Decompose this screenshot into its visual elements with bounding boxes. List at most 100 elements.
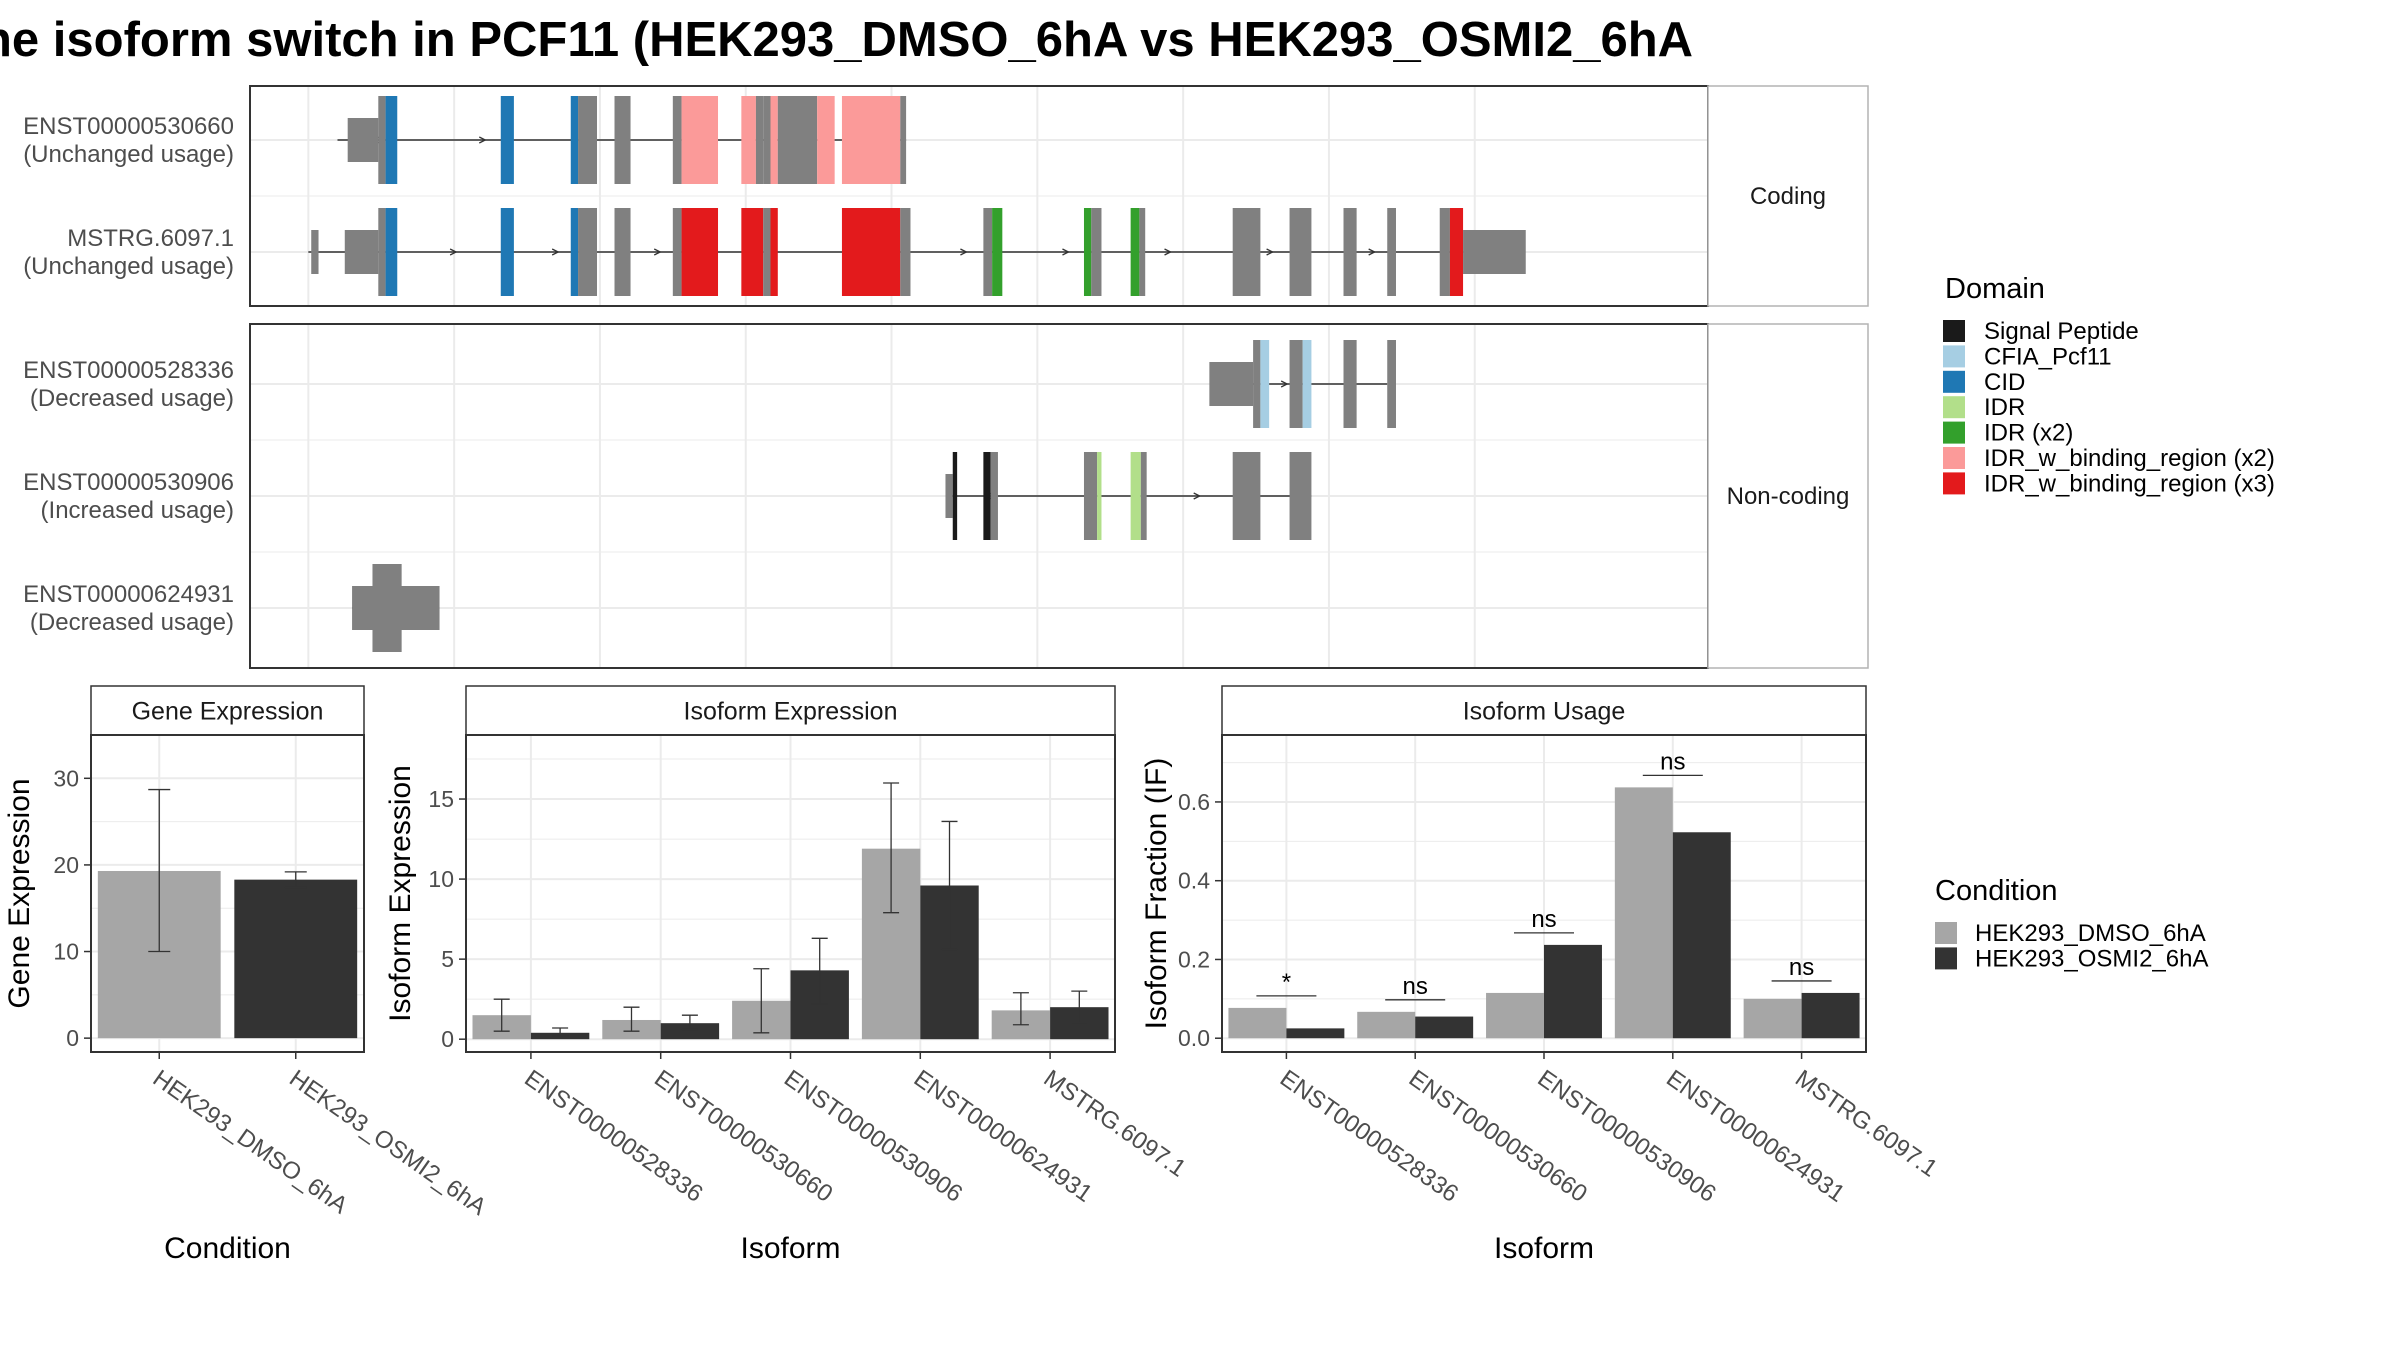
legend-label: IDR_w_binding_region (x3) — [1984, 470, 2275, 497]
strand-arrow — [960, 248, 968, 256]
transcript-status: (Decreased usage) — [30, 385, 234, 412]
legend-label: Signal Peptide — [1984, 318, 2139, 345]
bar — [1672, 832, 1731, 1039]
legends: Domain Signal PeptideCFIA_Pcf11CIDIDRIDR … — [1935, 273, 2275, 972]
domain-exon — [817, 96, 835, 184]
domain-exon — [770, 208, 778, 296]
domain-exon — [1449, 208, 1464, 296]
isoform-structure-plot: ENST00000530660(Unchanged usage)MSTRG.60… — [23, 85, 1869, 669]
coding-exon — [614, 96, 631, 184]
bar — [1415, 1016, 1474, 1039]
transcript-name: ENST00000624931 — [23, 581, 234, 608]
domain-exon — [983, 452, 991, 540]
coding-exon — [1439, 208, 1450, 296]
legend-swatch — [1943, 396, 1965, 419]
coding-exon — [1253, 340, 1261, 428]
domain-exon — [1097, 452, 1102, 540]
significance-label: ns — [1789, 954, 1814, 981]
coding-exon — [1387, 340, 1396, 428]
domain-exon — [1083, 208, 1092, 296]
domain-exon — [741, 208, 764, 296]
y-tick-label: 0.0 — [1178, 1025, 1210, 1051]
y-tick-label: 0 — [66, 1025, 79, 1051]
coding-exon — [900, 96, 907, 184]
utr-exon — [1209, 362, 1254, 406]
coding-exon — [1232, 452, 1261, 540]
domain-exon — [952, 452, 958, 540]
legend-swatch — [1943, 370, 1965, 393]
x-axis-title: Isoform — [740, 1232, 840, 1265]
y-tick-label: 10 — [53, 939, 79, 965]
gene-expression-chart: Gene Expression0102030HEK293_DMSO_6hAHEK… — [3, 685, 491, 1265]
legend-swatch — [1935, 947, 1957, 970]
legend-label: CID — [1984, 369, 2025, 396]
bar — [1544, 944, 1602, 1039]
coding-exon — [1387, 208, 1396, 296]
domain-exon — [1130, 452, 1141, 540]
chart-title: Isoform Expression — [684, 698, 898, 726]
significance-label: ns — [1403, 973, 1428, 1000]
figure-title: he isoform switch in PCF11 (HEK293_DMSO_… — [0, 13, 1693, 67]
domain-legend-title: Domain — [1945, 273, 2045, 305]
legend-swatch — [1943, 421, 1965, 444]
coding-exon — [1139, 208, 1146, 296]
domain-exon — [992, 208, 1003, 296]
legend-swatch — [1943, 472, 1965, 495]
y-tick-label: 0.6 — [1178, 789, 1210, 815]
x-axis-title: Isoform — [1494, 1232, 1594, 1265]
legend-swatch — [1943, 345, 1965, 368]
strand-arrow — [1368, 248, 1377, 256]
coding-exon — [672, 208, 682, 296]
bar — [660, 1023, 720, 1040]
utr-exon — [311, 230, 319, 274]
coding-exon — [672, 96, 682, 184]
legend-label: IDR — [1984, 394, 2025, 421]
panel-border — [90, 734, 365, 1053]
x-axis-title: Condition — [164, 1232, 291, 1265]
y-axis-title: Gene Expression — [3, 778, 36, 1008]
y-axis-title: Isoform Fraction (IF) — [1140, 758, 1173, 1030]
significance-label: ns — [1660, 748, 1685, 775]
bar — [1357, 1011, 1416, 1039]
bar — [1486, 992, 1544, 1039]
facet-strip — [1707, 85, 1869, 307]
coding-exon — [578, 96, 598, 184]
facet-strip — [1707, 323, 1869, 669]
y-tick-label: 20 — [53, 852, 79, 878]
legend-label: CFIA_Pcf11 — [1984, 343, 2112, 370]
transcript-status: (Unchanged usage) — [23, 253, 234, 280]
domain-exon — [385, 96, 398, 184]
bar — [1286, 1028, 1345, 1039]
utr-exon — [344, 230, 379, 274]
transcript-status: (Increased usage) — [41, 497, 234, 524]
y-tick-label: 0 — [441, 1026, 454, 1052]
coding-exon — [763, 208, 771, 296]
transcript-status: (Decreased usage) — [30, 609, 234, 636]
domain-exon — [570, 208, 579, 296]
domain-exon — [500, 96, 514, 184]
domain-exon — [1302, 340, 1312, 428]
strand-arrow — [1280, 380, 1289, 388]
isoform-expression-chart: Isoform Expression051015ENST00000528336E… — [384, 685, 1191, 1265]
strand-arrow — [1164, 248, 1172, 256]
utr-exon — [1463, 230, 1526, 274]
coding-exon — [614, 208, 631, 296]
utr-exon — [945, 474, 953, 518]
domain-exon — [770, 96, 778, 184]
bar — [1801, 992, 1860, 1039]
strand-arrow — [1266, 248, 1275, 256]
coding-exon — [777, 96, 818, 184]
coding-exon — [1083, 452, 1098, 540]
bar — [1743, 998, 1802, 1039]
domain-exon — [500, 208, 514, 296]
coding-exon — [990, 452, 998, 540]
domain-exon — [741, 96, 756, 184]
coding-exon — [372, 564, 402, 652]
strand-arrow — [478, 136, 487, 144]
strand-arrow — [1193, 492, 1202, 500]
chart-title: Isoform Usage — [1463, 698, 1626, 726]
transcript-name: MSTRG.6097.1 — [67, 225, 234, 252]
y-tick-label: 0.2 — [1178, 946, 1210, 972]
domain-exon — [570, 96, 579, 184]
